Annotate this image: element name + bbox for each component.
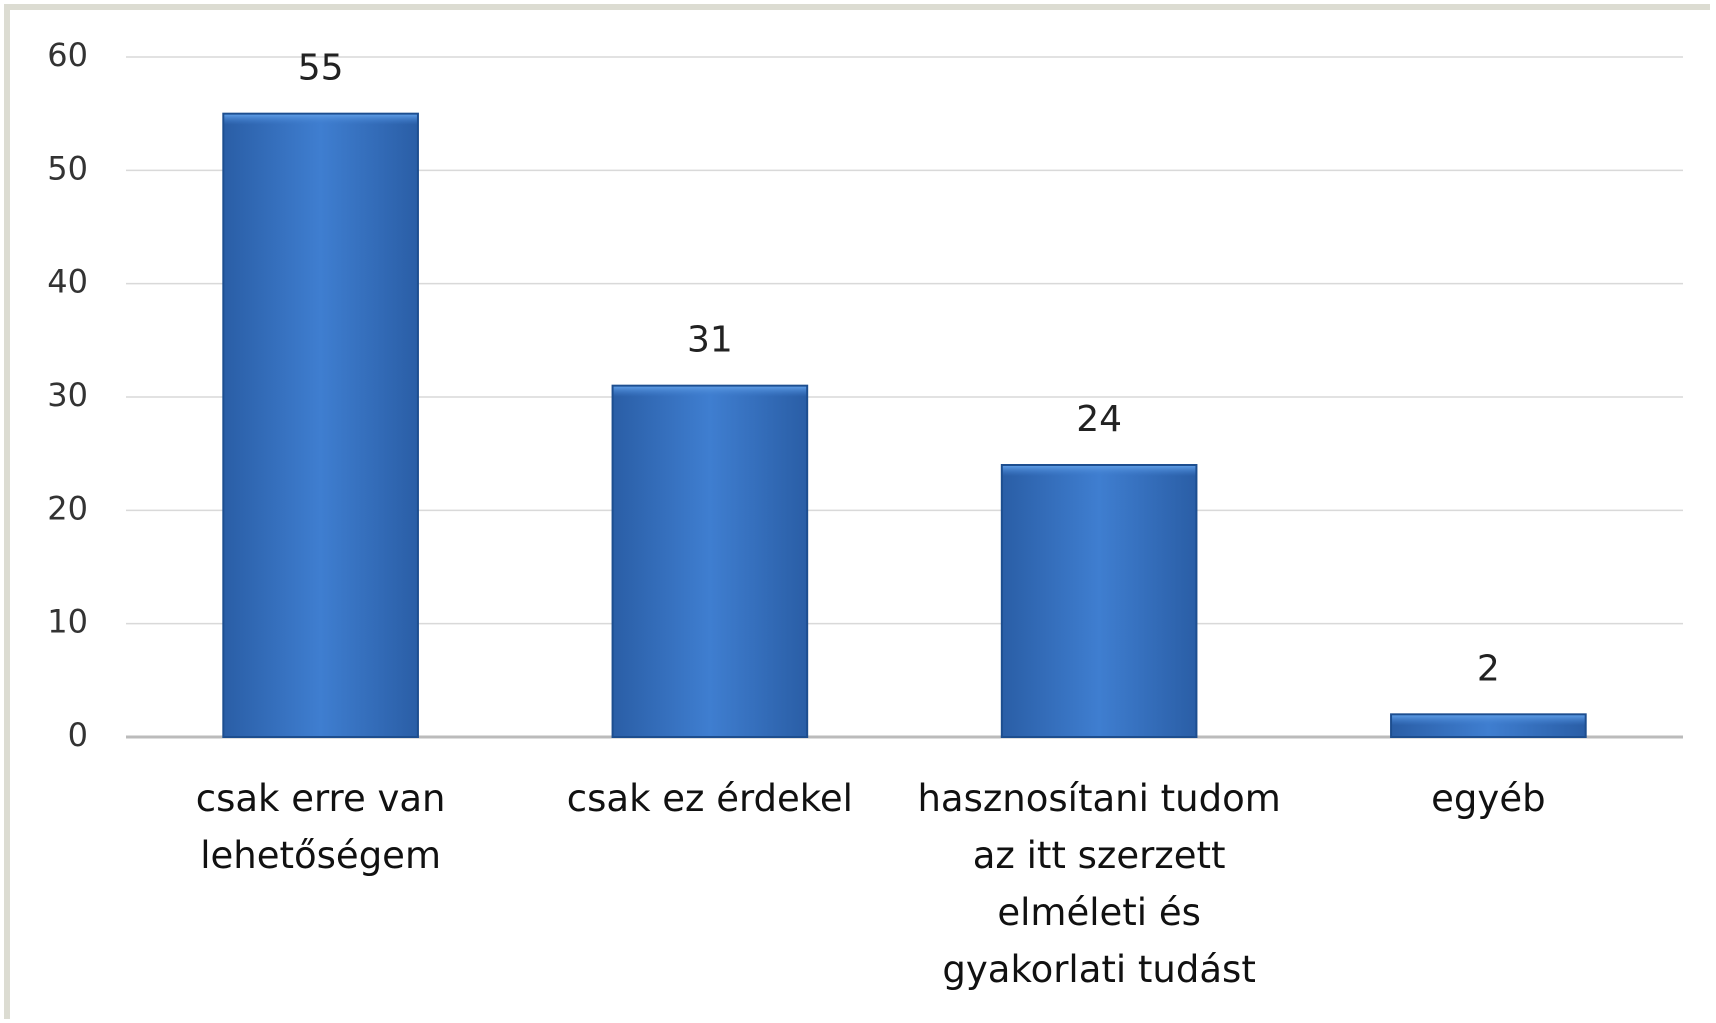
bar-highlight bbox=[613, 386, 807, 397]
value-label: 55 bbox=[298, 48, 344, 89]
y-tick-label: 30 bbox=[47, 376, 88, 414]
x-tick-label: egyéb bbox=[1431, 777, 1546, 820]
y-tick-label: 60 bbox=[47, 36, 88, 74]
y-tick-label: 20 bbox=[47, 489, 88, 527]
value-label: 24 bbox=[1076, 399, 1122, 440]
x-tick-label: hasznosítani tudom az itt szerzett elmél… bbox=[917, 777, 1281, 991]
value-label: 2 bbox=[1477, 648, 1500, 689]
bar-highlight bbox=[1392, 715, 1585, 726]
chart-frame bbox=[4, 4, 1710, 1019]
y-tick-label: 10 bbox=[47, 603, 88, 641]
bar-highlight bbox=[1002, 466, 1196, 476]
bar bbox=[1000, 464, 1198, 738]
x-tick-label: csak erre van lehetőségem bbox=[195, 777, 446, 877]
bar bbox=[222, 112, 419, 738]
bar bbox=[611, 384, 809, 738]
bar-highlight bbox=[224, 114, 417, 125]
value-label: 31 bbox=[687, 320, 733, 361]
y-tick-label: 40 bbox=[47, 263, 88, 301]
y-tick-label: 50 bbox=[47, 149, 88, 187]
x-tick-label: csak ez érdekel bbox=[566, 777, 853, 820]
y-tick-label: 0 bbox=[68, 716, 88, 754]
